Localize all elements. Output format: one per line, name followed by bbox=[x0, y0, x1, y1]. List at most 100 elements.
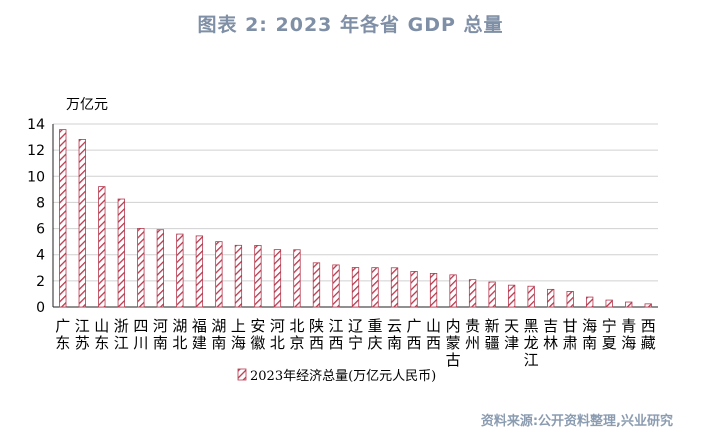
bar bbox=[273, 249, 282, 308]
bar bbox=[468, 279, 477, 308]
x-tick-label: 吉 bbox=[543, 317, 558, 335]
x-tick-label: 安 bbox=[250, 317, 265, 335]
x-tick-label: 庆 bbox=[368, 334, 383, 352]
x-tick-label: 上 bbox=[231, 317, 246, 335]
x-tick-label: 海 bbox=[231, 334, 246, 352]
x-tick-label: 宁 bbox=[602, 317, 617, 335]
x-tick-label: 州 bbox=[465, 334, 480, 352]
x-tick-label: 蒙 bbox=[446, 334, 461, 352]
bar bbox=[312, 262, 321, 308]
x-tick-label: 河 bbox=[270, 317, 285, 335]
bar bbox=[547, 288, 555, 308]
x-tick-label: 西 bbox=[407, 334, 422, 352]
bar bbox=[566, 291, 574, 308]
x-tick-label: 江 bbox=[75, 317, 90, 335]
x-tick-label: 天 bbox=[504, 317, 519, 335]
x-tick-label: 重 bbox=[368, 317, 383, 335]
bar bbox=[78, 139, 86, 308]
bar bbox=[293, 249, 301, 308]
x-tick-label: 南 bbox=[582, 334, 597, 352]
y-tick-label: 0 bbox=[36, 300, 45, 316]
y-tick-label: 10 bbox=[27, 169, 45, 185]
x-tick-label: 林 bbox=[543, 334, 558, 352]
x-tick-label: 辽 bbox=[348, 317, 363, 335]
x-tick-label: 疆 bbox=[485, 334, 500, 352]
x-tick-label: 宁 bbox=[348, 334, 363, 352]
x-tick-label: 南 bbox=[153, 334, 168, 352]
bar bbox=[488, 281, 496, 308]
bar bbox=[332, 264, 340, 308]
x-tick-label: 四 bbox=[133, 317, 148, 335]
x-tick-label: 西 bbox=[309, 334, 324, 352]
bar bbox=[137, 228, 145, 308]
x-tick-label: 甘 bbox=[563, 317, 578, 335]
x-tick-label: 江 bbox=[328, 317, 343, 335]
x-tick-label: 肃 bbox=[563, 334, 578, 352]
bar bbox=[254, 245, 262, 308]
bar bbox=[507, 284, 516, 308]
x-tick-label: 云 bbox=[387, 317, 402, 335]
source-note: 资料来源:公开资料整理,兴业研究 bbox=[480, 414, 673, 429]
bar bbox=[371, 267, 379, 308]
x-tick-label: 南 bbox=[211, 334, 226, 352]
bar bbox=[429, 273, 438, 308]
bar bbox=[625, 301, 633, 308]
x-tick-label: 福 bbox=[192, 317, 207, 335]
chart-title: 图表 2: 2023 年各省 GDP 总量 bbox=[197, 14, 504, 36]
y-tick-label: 6 bbox=[36, 222, 45, 238]
x-tick-label: 山 bbox=[94, 317, 109, 335]
x-tick-label: 藏 bbox=[641, 334, 656, 352]
x-tick-label: 湖 bbox=[172, 317, 187, 335]
bar bbox=[117, 198, 125, 308]
x-tick-label: 浙 bbox=[114, 317, 129, 335]
x-tick-label: 建 bbox=[192, 334, 207, 352]
bar bbox=[176, 233, 184, 308]
x-tick-label: 西 bbox=[328, 334, 343, 352]
bar bbox=[234, 244, 243, 308]
x-tick-label: 江 bbox=[114, 334, 129, 352]
x-tick-label: 广 bbox=[55, 317, 70, 335]
bar bbox=[390, 267, 399, 308]
bar bbox=[195, 235, 204, 308]
bar bbox=[586, 296, 594, 308]
x-tick-label: 南 bbox=[387, 334, 402, 352]
x-tick-label: 新 bbox=[485, 317, 500, 335]
x-tick-label: 北 bbox=[172, 334, 187, 352]
x-tick-label: 西 bbox=[426, 334, 441, 352]
x-tick-label: 黑 bbox=[524, 317, 539, 335]
x-tick-label: 青 bbox=[621, 317, 636, 335]
x-tick-label: 东 bbox=[94, 334, 109, 352]
x-tick-label: 海 bbox=[621, 334, 636, 352]
legend-swatch bbox=[237, 368, 247, 381]
bar bbox=[449, 274, 457, 308]
bar bbox=[59, 129, 67, 308]
x-tick-label: 西 bbox=[641, 317, 656, 335]
x-tick-label: 徽 bbox=[250, 334, 265, 352]
x-tick-label: 苏 bbox=[75, 334, 90, 352]
bar bbox=[351, 267, 360, 308]
x-tick-label: 贵 bbox=[465, 317, 480, 335]
bar bbox=[98, 186, 106, 308]
bar bbox=[215, 241, 223, 308]
y-axis-label: 万亿元 bbox=[66, 97, 108, 113]
bar bbox=[644, 303, 652, 308]
y-tick-label: 14 bbox=[27, 117, 45, 133]
x-tick-label: 内 bbox=[446, 317, 461, 335]
x-tick-label: 京 bbox=[289, 334, 304, 352]
bar bbox=[156, 229, 164, 308]
x-tick-label: 海 bbox=[582, 317, 597, 335]
y-tick-label: 2 bbox=[36, 274, 45, 290]
x-tick-label: 北 bbox=[270, 334, 285, 352]
x-tick-label: 川 bbox=[133, 334, 148, 352]
y-tick-label: 8 bbox=[36, 195, 45, 211]
x-tick-label: 广 bbox=[407, 317, 422, 335]
x-tick-label: 陕 bbox=[309, 317, 324, 335]
x-tick-label: 古 bbox=[446, 351, 461, 369]
x-tick-label: 山 bbox=[426, 317, 441, 335]
x-tick-label: 河 bbox=[153, 317, 168, 335]
bar bbox=[527, 285, 535, 308]
x-tick-label: 江 bbox=[524, 351, 539, 369]
x-tick-label: 北 bbox=[289, 317, 304, 335]
y-tick-label: 12 bbox=[27, 143, 45, 159]
